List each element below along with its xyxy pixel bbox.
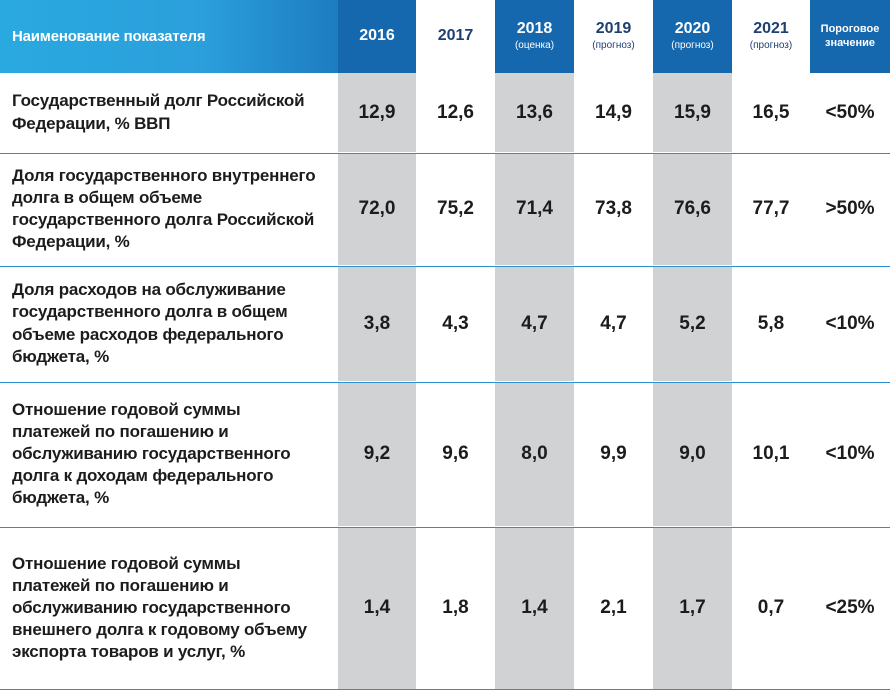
row-divider bbox=[0, 153, 890, 154]
row-divider bbox=[0, 266, 890, 267]
header-year-2018: 2018 (оценка) bbox=[495, 0, 574, 73]
row-divider bbox=[0, 527, 890, 528]
header-year-2018-sub: (оценка) bbox=[514, 40, 555, 52]
threshold-cell: <50% bbox=[810, 73, 890, 153]
value-cell-2020: 9,0 bbox=[653, 382, 732, 527]
value-cell-2019: 73,8 bbox=[574, 153, 653, 266]
value-cell-2020: 15,9 bbox=[653, 73, 732, 153]
header-year-2016: 2016 bbox=[338, 0, 416, 73]
header-year-2019-sub: (прогноз) bbox=[592, 40, 635, 52]
header-threshold-line1: Пороговое bbox=[820, 23, 880, 36]
value-cell-2019: 4,7 bbox=[574, 266, 653, 382]
threshold-cell: <10% bbox=[810, 382, 890, 527]
header-year-2021: 2021 (прогноз) bbox=[732, 0, 810, 73]
value-cell-2016: 3,8 bbox=[338, 266, 416, 382]
value-cell-2020: 1,7 bbox=[653, 527, 732, 690]
value-cell-2018: 71,4 bbox=[495, 153, 574, 266]
header-year-2019-text: 2019 bbox=[595, 20, 632, 38]
row-label-text: Отношение годовой суммы платежей по пога… bbox=[12, 399, 291, 508]
header-year-2021-sub: (прогноз) bbox=[749, 40, 793, 52]
header-year-2017-text: 2017 bbox=[437, 27, 474, 45]
value-cell-2019: 14,9 bbox=[574, 73, 653, 153]
header-year-2016-text: 2016 bbox=[359, 27, 395, 45]
value-cell-2018: 4,7 bbox=[495, 266, 574, 382]
header-threshold: Пороговое значение bbox=[810, 0, 890, 73]
row-label: Доля расходов на обслуживание государств… bbox=[0, 266, 338, 382]
header-year-2018-text: 2018 bbox=[516, 20, 553, 38]
value-cell-2016: 72,0 bbox=[338, 153, 416, 266]
value-cell-2017: 4,3 bbox=[416, 266, 495, 382]
row-label-text: Отношение годовой суммы платежей по пога… bbox=[12, 553, 307, 662]
value-cell-2018: 13,6 bbox=[495, 73, 574, 153]
row-label: Отношение годовой суммы платежей по пога… bbox=[0, 382, 338, 527]
header-year-2020-sub: (прогноз) bbox=[671, 40, 714, 52]
header-year-2020: 2020 (прогноз) bbox=[653, 0, 732, 73]
value-cell-2017: 1,8 bbox=[416, 527, 495, 690]
header-year-2020-text: 2020 bbox=[674, 20, 711, 38]
threshold-cell: <10% bbox=[810, 266, 890, 382]
value-cell-2019: 2,1 bbox=[574, 527, 653, 690]
value-cell-2016: 12,9 bbox=[338, 73, 416, 153]
row-divider bbox=[0, 382, 890, 383]
value-cell-2017: 12,6 bbox=[416, 73, 495, 153]
value-cell-2017: 9,6 bbox=[416, 382, 495, 527]
value-cell-2018: 8,0 bbox=[495, 382, 574, 527]
value-cell-2020: 5,2 bbox=[653, 266, 732, 382]
row-label: Отношение годовой суммы платежей по пога… bbox=[0, 527, 338, 690]
value-cell-2018: 1,4 bbox=[495, 527, 574, 690]
value-cell-2021: 10,1 bbox=[732, 382, 810, 527]
threshold-cell: <25% bbox=[810, 527, 890, 690]
value-cell-2021: 16,5 bbox=[732, 73, 810, 153]
value-cell-2017: 75,2 bbox=[416, 153, 495, 266]
header-threshold-line2: значение bbox=[825, 36, 875, 49]
header-year-2021-text: 2021 bbox=[753, 20, 789, 38]
row-label-text: Государственный долг Российской Федераци… bbox=[12, 91, 305, 133]
value-cell-2016: 1,4 bbox=[338, 527, 416, 690]
value-cell-2021: 0,7 bbox=[732, 527, 810, 690]
row-label-text: Доля расходов на обслуживание государств… bbox=[12, 280, 288, 366]
header-indicator-name: Наименование показателя bbox=[0, 0, 338, 73]
value-cell-2021: 77,7 bbox=[732, 153, 810, 266]
row-label-text: Доля государственного внутреннего долга … bbox=[12, 165, 316, 252]
value-cell-2016: 9,2 bbox=[338, 382, 416, 527]
header-indicator-name-text: Наименование показателя bbox=[12, 27, 206, 45]
value-cell-2021: 5,8 bbox=[732, 266, 810, 382]
row-label: Государственный долг Российской Федераци… bbox=[0, 73, 338, 153]
row-label: Доля государственного внутреннего долга … bbox=[0, 153, 338, 266]
header-year-2017: 2017 bbox=[416, 0, 495, 73]
value-cell-2019: 9,9 bbox=[574, 382, 653, 527]
value-cell-2020: 76,6 bbox=[653, 153, 732, 266]
threshold-cell: >50% bbox=[810, 153, 890, 266]
header-year-2019: 2019 (прогноз) bbox=[574, 0, 653, 73]
